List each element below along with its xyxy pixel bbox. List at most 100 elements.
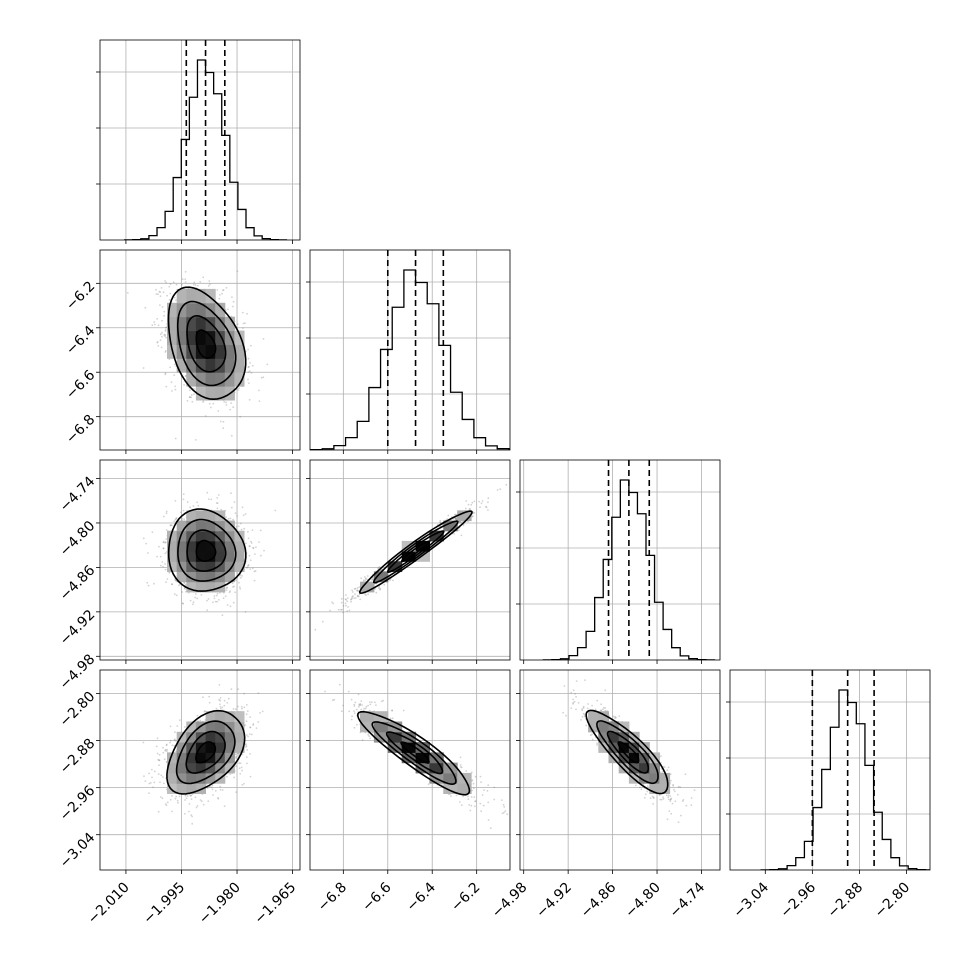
scatter-point [184,375,187,378]
scatter-point [181,517,184,520]
scatter-point [193,388,196,390]
scatter-point [363,579,365,582]
scatter-point [454,513,456,516]
scatter-point [175,795,178,798]
scatter-point [690,797,693,799]
scatter-point [263,549,265,552]
scatter-point [191,822,194,825]
scatter-point [237,705,239,708]
scatter-point [190,798,193,800]
density-block [649,752,660,764]
scatter-point [232,586,234,588]
scatter-point [166,748,169,751]
density-block [167,752,178,764]
scatter-point [248,382,250,384]
density-block [186,752,197,764]
scatter-point [635,784,637,787]
scatter-point [173,738,176,741]
scatter-point [651,795,654,798]
scatter-point [591,738,594,741]
scatter-point [219,420,222,423]
scatter-point [219,697,222,699]
scatter-point [161,331,163,334]
scatter-point [639,786,641,789]
scatter-point [156,555,158,558]
scatter-point [196,714,199,717]
scatter-point [247,537,250,540]
density-block [401,551,417,562]
histogram-1 [310,269,510,450]
scatter-point [348,710,351,713]
scatter-point [211,784,214,787]
scatter-point [459,521,461,524]
density-block [215,520,226,532]
scatter-point [169,292,172,295]
scatter-point [361,704,363,706]
scatter-point [156,752,159,755]
scatter-point [649,797,652,799]
scatter-point [208,280,211,282]
scatter-point [643,797,646,799]
scatter-point [243,692,246,695]
scatter-point [221,614,224,617]
scatter-point [458,520,461,523]
scatter-point [353,597,355,600]
scatter-point [666,769,669,772]
scatter-point [162,515,165,518]
scatter-point [474,800,477,802]
scatter-point [232,518,235,521]
scatter-point [340,608,342,611]
scatter-point [439,521,441,524]
scatter-point [570,691,573,694]
tick-label-y: −4.98 [57,651,99,693]
scatter-point [182,493,185,495]
scatter-point [356,587,359,589]
scatter-point [225,404,228,406]
density-block [588,721,599,733]
scatter-point [470,804,473,807]
density-block [186,551,197,562]
density-block [186,571,197,583]
density-block [429,530,444,542]
panel-frame [519,459,721,661]
scatter-point [153,582,155,585]
scatter-point [248,733,251,735]
scatter-point [216,600,218,603]
contour-2-1-1 [386,530,445,574]
scatter-point [165,529,168,531]
scatter-point [189,599,192,602]
scatter-point [506,813,509,816]
scatter-point [217,797,220,800]
panel-1-1 [306,249,511,454]
scatter-point [219,706,222,708]
density-block [443,520,458,532]
scatter-point [142,367,145,369]
scatter-point [367,593,369,596]
scatter-point [487,497,490,500]
density-block [224,571,235,583]
scatter-point [162,291,165,294]
scatter-point [190,394,193,396]
scatter-point [356,723,358,726]
density-block [373,571,389,583]
scatter-point [344,598,347,600]
scatter-point [223,699,226,702]
scatter-point [644,793,647,796]
scatter-point [245,713,248,716]
scatter-point [165,512,168,515]
density-block [205,772,216,784]
scatter-point [249,362,252,364]
scatter-point [208,402,211,405]
scatter-point [259,712,261,714]
scatter-point [238,586,241,588]
scatter-point [585,724,588,727]
scatter-point [218,297,221,300]
scatter-point [183,812,186,815]
scatter-point [367,733,370,736]
density-block [195,561,206,572]
tick-label-x: −4.80 [622,880,664,922]
scatter-point [357,590,360,593]
scatter-point [164,280,167,282]
panel-2-0: −4.98−4.92−4.86−4.80−4.74 [57,459,301,693]
scatter-point [669,798,672,801]
